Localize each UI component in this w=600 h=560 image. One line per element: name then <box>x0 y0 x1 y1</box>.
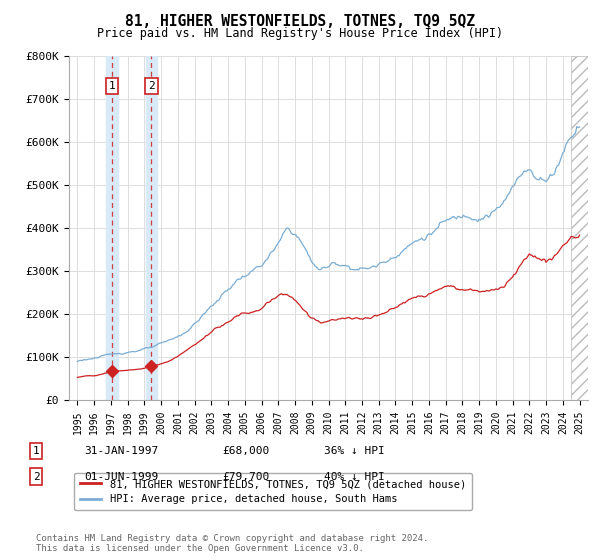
Text: 1: 1 <box>109 81 116 91</box>
Text: 40% ↓ HPI: 40% ↓ HPI <box>324 472 385 482</box>
Text: 2: 2 <box>148 81 155 91</box>
Text: £79,700: £79,700 <box>222 472 269 482</box>
Bar <box>146 56 157 400</box>
Text: 1: 1 <box>32 446 40 456</box>
Text: £68,000: £68,000 <box>222 446 269 456</box>
Text: 2: 2 <box>32 472 40 482</box>
Bar <box>106 56 118 400</box>
Text: Contains HM Land Registry data © Crown copyright and database right 2024.
This d: Contains HM Land Registry data © Crown c… <box>36 534 428 553</box>
Legend: 81, HIGHER WESTONFIELDS, TOTNES, TQ9 5QZ (detached house), HPI: Average price, d: 81, HIGHER WESTONFIELDS, TOTNES, TQ9 5QZ… <box>74 473 472 511</box>
Text: 31-JAN-1997: 31-JAN-1997 <box>84 446 158 456</box>
Bar <box>571 56 588 400</box>
Text: Price paid vs. HM Land Registry's House Price Index (HPI): Price paid vs. HM Land Registry's House … <box>97 27 503 40</box>
Text: 81, HIGHER WESTONFIELDS, TOTNES, TQ9 5QZ: 81, HIGHER WESTONFIELDS, TOTNES, TQ9 5QZ <box>125 14 475 29</box>
Text: 01-JUN-1999: 01-JUN-1999 <box>84 472 158 482</box>
Text: 36% ↓ HPI: 36% ↓ HPI <box>324 446 385 456</box>
